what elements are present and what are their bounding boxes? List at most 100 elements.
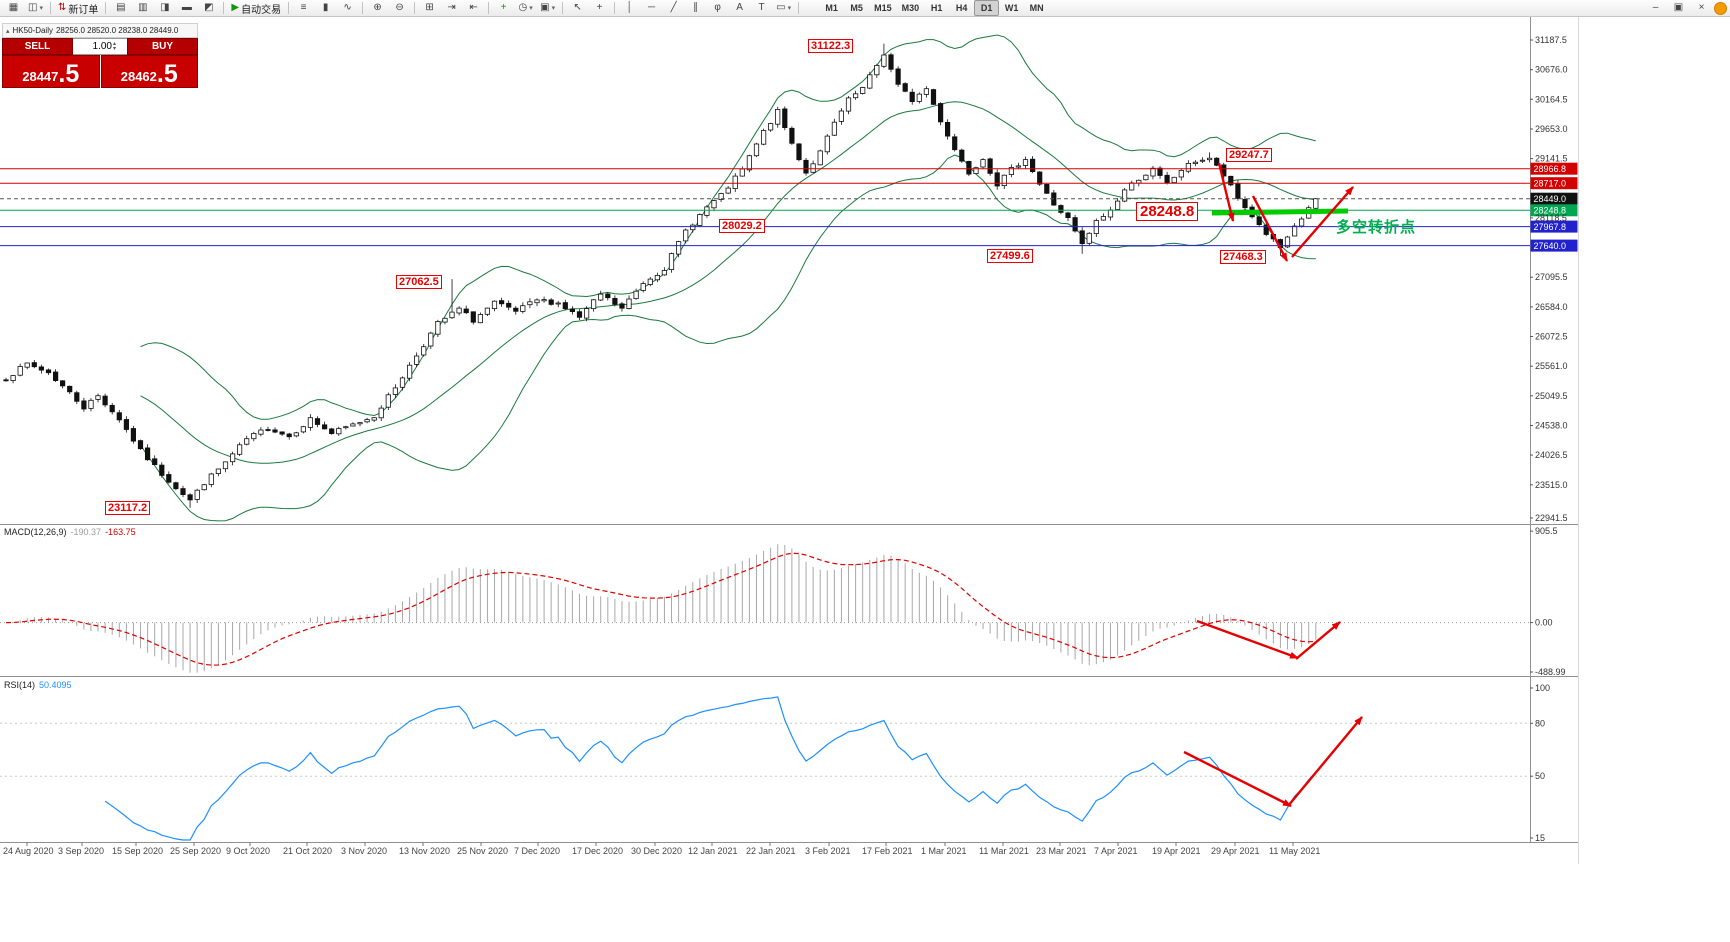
svg-text:28717.0: 28717.0: [1534, 178, 1567, 188]
periods-list-icon: ◷: [518, 2, 528, 13]
drawn-arrows[interactable]: [1183, 162, 1363, 808]
indicators-list-icon: +: [500, 2, 507, 13]
profiles-icon: ◫: [28, 2, 38, 13]
turning-point-trend-segment[interactable]: [1211, 208, 1349, 216]
navigator[interactable]: ◨: [154, 0, 175, 16]
chart-shift[interactable]: ⇤: [463, 0, 484, 16]
timeframe-m5[interactable]: M5: [850, 3, 863, 13]
vertical-line-tool[interactable]: │: [619, 0, 640, 16]
chart-frame: [0, 17, 1579, 864]
timeframe-h1[interactable]: H1: [930, 3, 943, 13]
bull-bear-turning-point-annotation[interactable]: 多空转折点: [1336, 219, 1417, 236]
indicators-list[interactable]: +: [493, 0, 514, 16]
price-label-29247.7[interactable]: 29247.7: [1226, 148, 1272, 162]
arrow-3[interactable]: [1291, 186, 1354, 258]
horizontal-level-lines[interactable]: 28966.8 28717.0 28449.0 28248.8 27967.8 27640…: [0, 162, 1578, 252]
timeframe-mn[interactable]: MN: [1029, 3, 1044, 13]
price-label-31122.3[interactable]: 31122.3: [808, 39, 854, 53]
crosshair-tool[interactable]: +: [589, 0, 610, 16]
volume-down-icon[interactable]: ▾: [113, 45, 117, 52]
minimize-window[interactable]: –: [1645, 0, 1666, 16]
label-tool[interactable]: T: [751, 0, 772, 16]
line-chart-mode-icon: ∿: [343, 2, 352, 13]
svg-text:30164.5: 30164.5: [1535, 94, 1568, 104]
svg-text:100: 100: [1535, 683, 1550, 693]
svg-text:17 Feb 2021: 17 Feb 2021: [862, 846, 913, 856]
bar-chart-mode[interactable]: ≡: [293, 0, 314, 16]
price-axis: 31187.5 30676.0 30164.5 29653.0 29141.5 28118…: [1530, 35, 1568, 523]
buy-price-big: .5: [156, 59, 178, 88]
svg-text:27640.0: 27640.0: [1534, 241, 1567, 251]
close-window[interactable]: ×: [1691, 0, 1712, 16]
market-watch[interactable]: ▤: [110, 0, 131, 16]
arrow-2[interactable]: [1251, 195, 1289, 262]
shapes-tool[interactable]: ▭ ▾: [773, 0, 794, 16]
macd-signal-value: -163.75: [105, 527, 136, 537]
sell-price-box[interactable]: 28447.5: [2, 55, 100, 88]
svg-text:30676.0: 30676.0: [1535, 65, 1568, 75]
sell-button[interactable]: SELL: [2, 38, 73, 55]
templates[interactable]: ▣ ▾: [537, 0, 558, 16]
periods-list[interactable]: ◷ ▾: [515, 0, 536, 16]
minimize-window-icon: –: [1652, 2, 1659, 13]
community-badge[interactable]: [1714, 1, 1727, 15]
price-label-27062.5[interactable]: 27062.5: [396, 275, 442, 289]
arrow-1[interactable]: [1217, 162, 1235, 222]
new-order-button[interactable]: ⇅ 新订单: [58, 2, 99, 16]
buy-price-box[interactable]: 28462.5: [100, 55, 198, 88]
strategy-tester[interactable]: ◩: [198, 0, 219, 16]
fibonacci-tool[interactable]: φ: [707, 0, 728, 16]
tile-windows[interactable]: ⊞: [419, 0, 440, 16]
price-label-23117.2[interactable]: 23117.2: [105, 501, 151, 515]
svg-text:28248.8: 28248.8: [1534, 206, 1567, 216]
candle-chart-mode[interactable]: ▮: [315, 0, 336, 16]
bar-chart-mode-icon: ≡: [300, 2, 307, 13]
svg-text:27967.8: 27967.8: [1534, 222, 1567, 232]
macd-indicator-title: MACD(12,26,9) -190.37 -163.75: [4, 527, 136, 537]
price-label-27468.3[interactable]: 27468.3: [1220, 250, 1266, 264]
trade-panel-header[interactable]: ▴ HK50-Daily 28256.0 28520.0 28238.0 284…: [2, 23, 198, 38]
arrow-7[interactable]: [1287, 716, 1363, 807]
timeframe-m15[interactable]: M15: [874, 3, 892, 13]
terminal[interactable]: ▬: [176, 0, 197, 16]
price-label-28029.2[interactable]: 28029.2: [719, 219, 765, 233]
auto-scroll[interactable]: ⇥: [441, 0, 462, 16]
strategy-tester-icon: ◩: [204, 2, 214, 13]
zoom-in[interactable]: ⊕: [367, 0, 388, 16]
timeframe-h4[interactable]: H4: [955, 3, 968, 13]
svg-text:3 Sep 2020: 3 Sep 2020: [58, 846, 104, 856]
new-chart[interactable]: ▦: [3, 0, 24, 16]
data-window[interactable]: ▥: [132, 0, 153, 16]
buy-button[interactable]: BUY: [127, 38, 198, 55]
timeframe-d1[interactable]: D1: [974, 0, 1000, 16]
terminal-icon: ▬: [181, 2, 192, 13]
autotrading-button[interactable]: ▶ 自动交易: [231, 2, 282, 16]
timeframe-m1[interactable]: M1: [825, 3, 838, 13]
timeframe-m30[interactable]: M30: [901, 3, 920, 13]
line-chart-mode[interactable]: ∿: [337, 0, 358, 16]
horizontal-line-tool[interactable]: ─: [641, 0, 662, 16]
volume-field[interactable]: ▴ ▾: [73, 38, 127, 55]
macd-name: MACD(12,26,9): [4, 527, 67, 537]
collapse-arrow-icon[interactable]: ▴: [6, 27, 10, 35]
zoom-out[interactable]: ⊖: [389, 0, 410, 16]
text-tool[interactable]: A: [729, 0, 750, 16]
volume-up-icon[interactable]: ▴: [113, 40, 117, 47]
arrow-5[interactable]: [1295, 621, 1341, 660]
arrow-6[interactable]: [1183, 750, 1292, 808]
channel-tool[interactable]: ∥: [685, 0, 706, 16]
arrow-4[interactable]: [1196, 619, 1299, 660]
volume-input[interactable]: [73, 41, 113, 52]
price-tag-28966.8: [1530, 162, 1578, 175]
price-label-28248.8[interactable]: 28248.8: [1136, 202, 1199, 221]
trendline-tool[interactable]: ╱: [663, 0, 684, 16]
profiles[interactable]: ◫ ▾: [25, 0, 46, 16]
profiles-caret-icon: ▾: [39, 5, 43, 12]
svg-text:23515.0: 23515.0: [1535, 480, 1568, 490]
restore-window[interactable]: ▣: [1668, 0, 1689, 16]
cursor-tool[interactable]: ↖: [567, 0, 588, 16]
timeframe-w1[interactable]: W1: [1004, 3, 1019, 13]
svg-text:28449.0: 28449.0: [1534, 194, 1567, 204]
price-label-27499.6[interactable]: 27499.6: [987, 249, 1033, 263]
